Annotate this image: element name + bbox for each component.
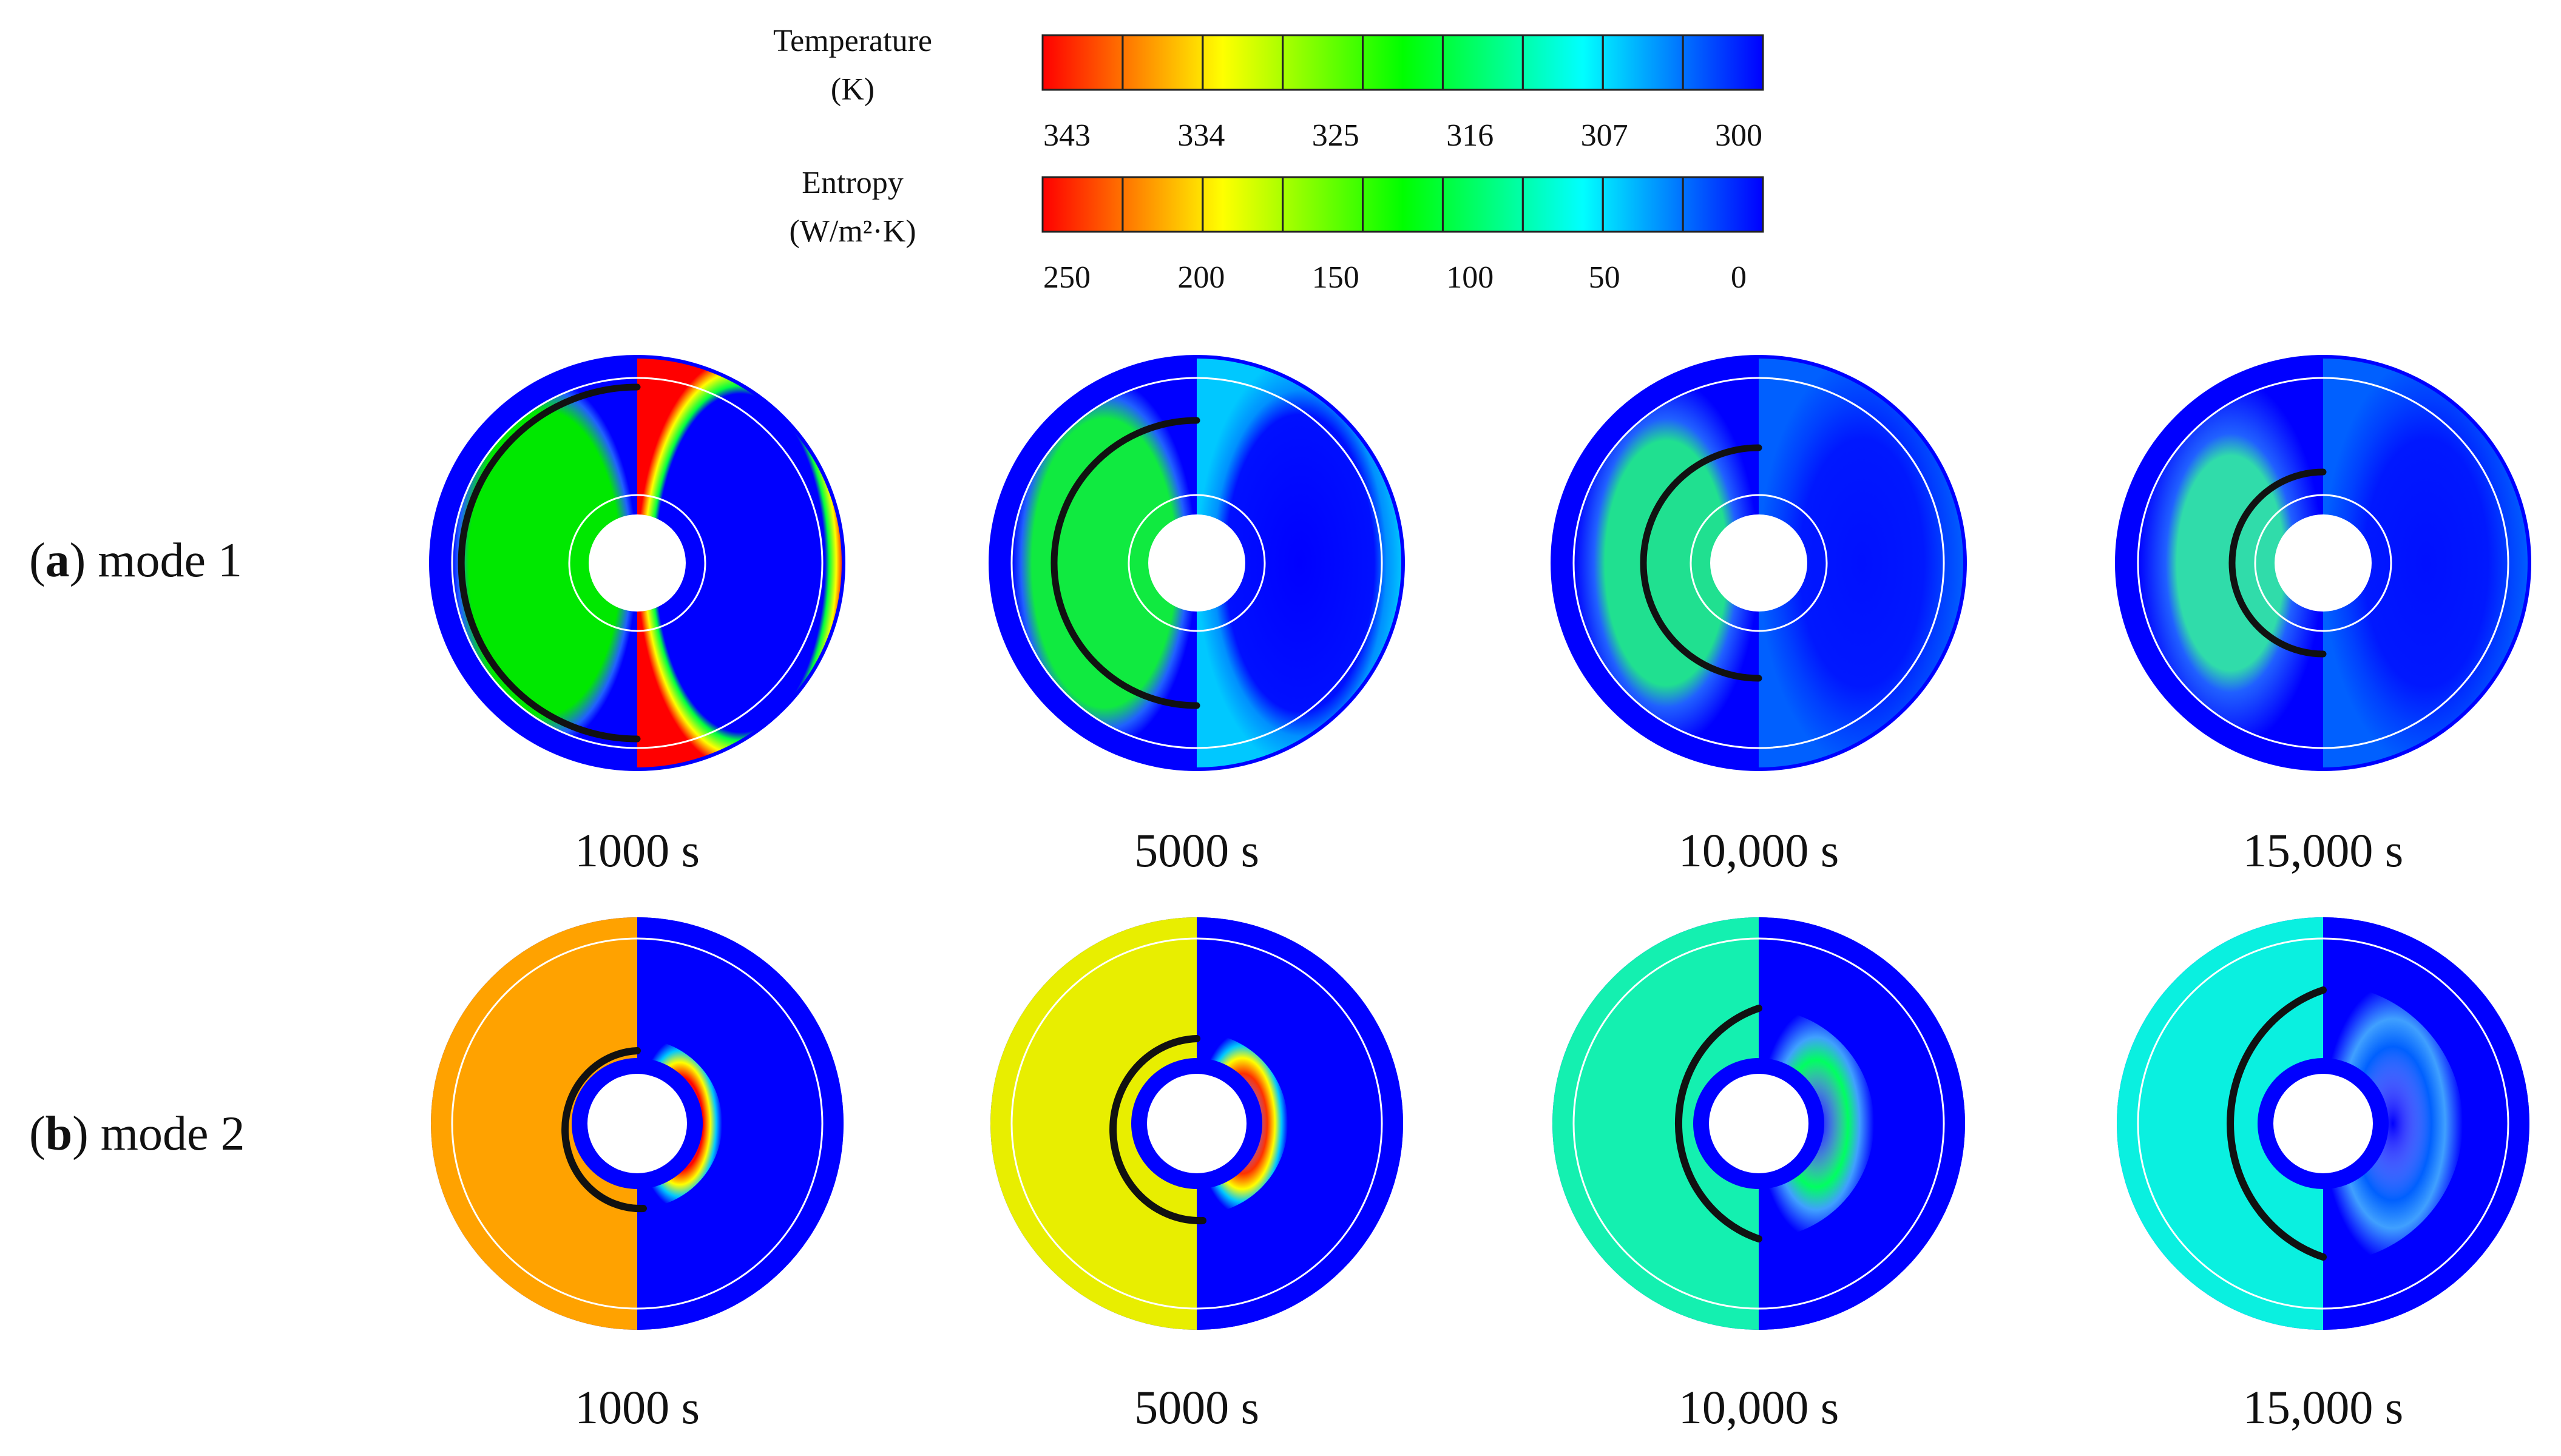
time-label: 10,000 s: [1679, 1381, 1839, 1434]
colorbar-tick-label: 343: [1043, 118, 1091, 153]
colorbar-cell: [1682, 34, 1764, 91]
time-label: 5000 s: [1134, 824, 1259, 877]
melting-front: [1109, 1035, 1206, 1225]
melting-front: [2227, 986, 2327, 1261]
colorbar-tick-label: 150: [1312, 260, 1359, 295]
colorbar-gradient: [1043, 177, 1763, 232]
temperature-field-left: [452, 378, 637, 748]
wall-boundary-line: [1572, 937, 1945, 1310]
wall-boundary-line: [1572, 377, 1945, 749]
entropy-title: Entropy: [802, 166, 904, 200]
colorbar-tick-label: 250: [1043, 260, 1091, 295]
outer-edge: [1551, 355, 1967, 771]
inner-boundary-line: [2254, 494, 2392, 632]
colorbar-tick-label: 0: [1731, 260, 1747, 295]
melting-front: [1640, 444, 1762, 682]
inner-hole: [587, 1074, 687, 1173]
entropy-tick-labels: 250 200 150 100 50 0: [1043, 260, 1747, 295]
wall-boundary-line: [451, 377, 824, 749]
inner-hole: [589, 514, 686, 612]
melting-front: [1050, 417, 1200, 709]
temperature-unit: (K): [831, 72, 875, 107]
colorbar-cell: [1682, 176, 1764, 233]
entropy-color-scale: [1041, 176, 1764, 233]
melting-front: [458, 383, 641, 743]
colorbar-tick-label: 325: [1312, 118, 1359, 153]
outer-edge: [429, 355, 845, 771]
inner-hole: [1147, 1074, 1247, 1173]
contour-plots: [429, 355, 2531, 1330]
inner-hole: [2273, 1074, 2373, 1173]
row-label-mode-2: (b) mode 2: [29, 1107, 245, 1161]
entropy-colorbar: Entropy (W/m²·K) 250 200 150 100 50 0: [789, 166, 1764, 295]
temperature-color-scale: [1041, 34, 1764, 91]
inner-boundary-line: [1690, 494, 1828, 632]
wall-boundary-line: [1010, 937, 1383, 1310]
contour-plot: [990, 917, 1403, 1330]
temperature-field-left: [1012, 378, 1197, 748]
wall-boundary-line: [451, 937, 824, 1310]
time-label: 15,000 s: [2243, 824, 2403, 877]
temperature-field-left: [1574, 378, 1759, 748]
inner-boundary-line: [1128, 494, 1266, 632]
wall-boundary-line: [2137, 937, 2509, 1310]
inner-hole: [1709, 1074, 1808, 1173]
colorbar-tick-label: 100: [1446, 260, 1494, 295]
colorbar-tick-label: 316: [1446, 118, 1494, 153]
melting-front: [2228, 468, 2327, 658]
time-label: 15,000 s: [2243, 1381, 2403, 1434]
colorbar-tick-label: 300: [1715, 118, 1762, 153]
outer-edge: [989, 355, 1405, 771]
wall-boundary-line: [2137, 377, 2509, 749]
time-label: 5000 s: [1134, 1381, 1259, 1434]
row-label-mode-1: (a) mode 1: [29, 534, 242, 587]
temperature-title: Temperature: [773, 24, 932, 58]
contour-plot: [1552, 917, 1965, 1330]
inner-hole: [1710, 514, 1807, 612]
inner-hole: [1148, 514, 1245, 612]
colorbar-tick-label: 200: [1177, 260, 1225, 295]
time-label: 1000 s: [575, 1381, 700, 1434]
inner-tube-halo: [2323, 984, 2463, 1263]
inner-boundary-line: [568, 494, 706, 632]
colorbar-tick-label: 334: [1177, 118, 1225, 153]
contour-plot: [2117, 917, 2529, 1330]
temperature-colorbar: Temperature (K) 343 334 325 316 307 300: [773, 24, 1764, 153]
contour-plot: [1551, 355, 1967, 771]
time-label: 10,000 s: [1679, 824, 1839, 877]
melting-front: [1675, 1005, 1762, 1242]
contour-plot: [431, 917, 844, 1330]
colorbar-tick-label: 307: [1581, 118, 1628, 153]
wall-boundary-line: [1010, 377, 1383, 749]
colorbar-gradient: [1043, 35, 1763, 90]
time-label: 1000 s: [575, 824, 700, 877]
contour-plot: [989, 355, 1405, 771]
outer-edge: [2115, 355, 2531, 771]
temperature-tick-labels: 343 334 325 316 307 300: [1043, 118, 1762, 153]
contour-plot: [2115, 355, 2531, 771]
colorbar-tick-label: 50: [1589, 260, 1620, 295]
melting-front: [561, 1047, 647, 1213]
contour-plot: [429, 355, 845, 771]
entropy-unit: (W/m²·K): [789, 214, 916, 249]
inner-hole: [2275, 514, 2372, 612]
